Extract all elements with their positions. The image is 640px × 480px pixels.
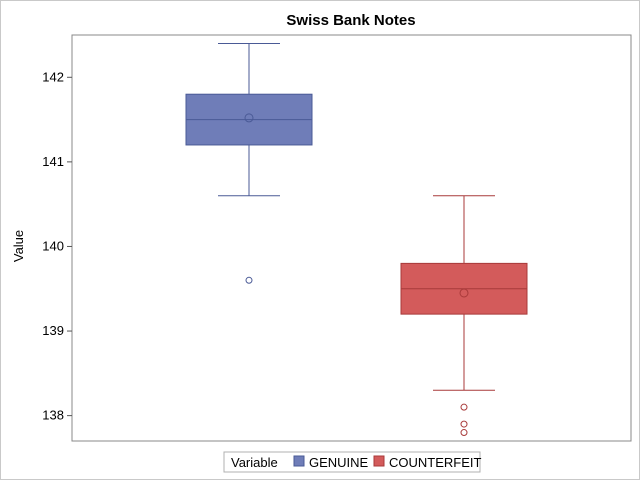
y-tick-label: 138 [42,408,64,423]
mean-marker [459,288,469,298]
y-tick-label: 142 [42,69,64,84]
box-counterfeit [400,195,528,437]
plot-area [71,34,632,442]
y-tick-label: 139 [42,323,64,338]
box-genuine [185,42,313,284]
outlier-point [460,420,468,428]
legend-label-genuine: GENUINE [309,455,369,470]
outlier-point [460,403,468,411]
legend-swatch-genuine [293,455,305,467]
y-axis: 138 139 140 141 142 [42,69,72,423]
legend-swatch-counterfeit [373,455,385,467]
boxes [185,42,528,437]
y-axis-label: Value [11,230,26,262]
outlier-point [460,429,468,437]
y-tick-label: 141 [42,154,64,169]
y-tick-label: 140 [42,238,64,253]
legend-frame [223,451,481,473]
legend-title: Variable [231,455,278,470]
chart-title: Swiss Bank Notes [286,12,415,29]
outlier-point [245,276,253,284]
mean-marker [244,113,254,123]
legend: Variable GENUINE COUNTERFEIT [223,451,482,473]
legend-label-counterfeit: COUNTERFEIT [389,455,482,470]
